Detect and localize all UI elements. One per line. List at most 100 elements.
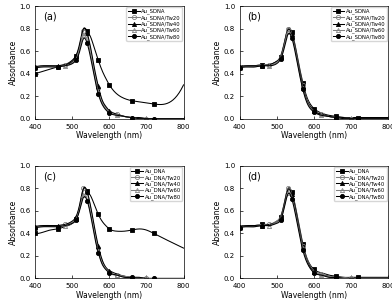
Au_SDNA/Tw20 bbox=[122, 114, 126, 118]
Au_SDNA/Tw60 bbox=[137, 117, 142, 121]
Au_DNA bbox=[287, 186, 291, 189]
Au_DNA/Tw40 bbox=[341, 277, 346, 280]
Au_SDNA/Tw60 bbox=[238, 66, 243, 70]
Au_DNA/Tw60 bbox=[122, 274, 126, 278]
Line: Au_DNA/Tw60: Au_DNA/Tw60 bbox=[35, 194, 183, 278]
Au_DNA/Tw60 bbox=[373, 277, 377, 280]
Au_DNA/Tw80 bbox=[121, 275, 126, 279]
Line: Au_DNA/Tw20: Au_DNA/Tw20 bbox=[35, 188, 183, 278]
Au_DNA/Tw40 bbox=[287, 187, 291, 191]
Au_DNA bbox=[238, 225, 243, 228]
Au_SDNA/Tw20 bbox=[386, 117, 390, 121]
Au_DNA/Tw40 bbox=[238, 225, 243, 228]
Au_DNA/Tw80 bbox=[168, 277, 173, 280]
Au_DNA/Tw80 bbox=[33, 226, 38, 230]
Au_SDNA/Tw40 bbox=[124, 115, 129, 119]
Au_SDNA bbox=[181, 83, 186, 87]
Au_SDNA/Tw80 bbox=[33, 66, 38, 70]
Legend: Au_SDNA, Au_SDNA/Tw20, Au_SDNA/Tw40, Au_SDNA/Tw60, Au_SDNA/Tw80: Au_SDNA, Au_SDNA/Tw20, Au_SDNA/Tw40, Au_… bbox=[127, 7, 182, 41]
Au_DNA/Tw20 bbox=[122, 274, 126, 278]
Au_SDNA/Tw20 bbox=[238, 65, 242, 69]
Au_SDNA/Tw20 bbox=[82, 28, 87, 32]
Au_SDNA/Tw40 bbox=[238, 65, 242, 69]
Au_SDNA/Tw20 bbox=[329, 115, 334, 119]
Au_DNA/Tw40 bbox=[181, 277, 186, 280]
Au_SDNA/Tw60 bbox=[341, 117, 346, 121]
Au_DNA/Tw80 bbox=[238, 226, 242, 230]
Au_DNA/Tw20 bbox=[33, 225, 38, 229]
Au_DNA/Tw20 bbox=[326, 274, 330, 278]
Line: Au_DNA/Tw60: Au_DNA/Tw60 bbox=[240, 192, 388, 278]
Au_SDNA bbox=[386, 116, 390, 119]
Au_SDNA/Tw80 bbox=[82, 36, 87, 40]
Au_DNA/Tw20 bbox=[121, 274, 126, 278]
Au_DNA/Tw60 bbox=[238, 226, 243, 230]
Au_DNA/Tw60 bbox=[82, 192, 87, 196]
Au_DNA/Tw80 bbox=[326, 275, 331, 279]
Au_SDNA/Tw80 bbox=[121, 114, 126, 118]
Au_DNA bbox=[82, 186, 87, 190]
Au_SDNA/Tw40 bbox=[238, 65, 243, 69]
Au_DNA/Tw80 bbox=[137, 277, 142, 280]
Au_DNA/Tw60 bbox=[386, 277, 390, 280]
Au_SDNA bbox=[33, 72, 38, 76]
Line: Au_DNA/Tw80: Au_DNA/Tw80 bbox=[35, 196, 183, 278]
Line: Au_DNA: Au_DNA bbox=[35, 188, 183, 248]
Au_SDNA/Tw40 bbox=[121, 114, 126, 118]
Au_DNA bbox=[326, 273, 330, 277]
Au_SDNA/Tw20 bbox=[287, 26, 291, 30]
Au_SDNA/Tw40 bbox=[373, 117, 377, 121]
Au_DNA/Tw80 bbox=[181, 277, 186, 280]
Au_SDNA bbox=[344, 116, 349, 119]
Au_DNA/Tw20 bbox=[181, 277, 186, 280]
Au_SDNA bbox=[124, 97, 129, 101]
Au_SDNA/Tw60 bbox=[122, 114, 126, 118]
Au_SDNA/Tw60 bbox=[168, 117, 173, 121]
Au_SDNA bbox=[158, 103, 163, 106]
Au_DNA bbox=[168, 240, 172, 244]
Au_SDNA bbox=[122, 96, 126, 100]
Au_DNA bbox=[329, 274, 334, 277]
Au_SDNA/Tw20 bbox=[326, 114, 331, 118]
Au_DNA/Tw60 bbox=[181, 277, 186, 280]
Au_SDNA/Tw60 bbox=[33, 66, 38, 70]
Y-axis label: Absorbance: Absorbance bbox=[213, 40, 222, 85]
Au_DNA/Tw20 bbox=[287, 186, 291, 190]
Line: Au_DNA/Tw40: Au_DNA/Tw40 bbox=[240, 189, 388, 278]
Au_DNA bbox=[344, 276, 349, 279]
Text: (d): (d) bbox=[247, 172, 261, 181]
Line: Au_DNA/Tw20: Au_DNA/Tw20 bbox=[240, 188, 388, 278]
Au_DNA/Tw80 bbox=[341, 277, 346, 280]
Au_SDNA/Tw40 bbox=[181, 117, 186, 121]
Au_DNA/Tw80 bbox=[238, 226, 243, 230]
Au_SDNA/Tw60 bbox=[287, 30, 291, 33]
Au_DNA/Tw40 bbox=[363, 277, 368, 280]
Au_SDNA/Tw80 bbox=[386, 117, 390, 121]
Au_SDNA bbox=[168, 100, 173, 103]
Au_DNA bbox=[33, 232, 38, 235]
Au_DNA bbox=[121, 230, 126, 233]
Line: Au_SDNA/Tw80: Au_SDNA/Tw80 bbox=[240, 33, 388, 119]
Au_SDNA bbox=[373, 116, 377, 119]
Au_DNA bbox=[373, 275, 377, 279]
Au_DNA bbox=[122, 230, 126, 233]
Au_SDNA/Tw20 bbox=[145, 117, 149, 121]
Au_SDNA/Tw40 bbox=[326, 114, 330, 118]
Au_SDNA bbox=[363, 116, 368, 119]
Au_DNA/Tw40 bbox=[82, 185, 87, 189]
Au_SDNA/Tw60 bbox=[181, 117, 186, 121]
Line: Au_DNA/Tw40: Au_DNA/Tw40 bbox=[35, 187, 183, 278]
Au_SDNA/Tw20 bbox=[124, 115, 129, 119]
Line: Au_SDNA: Au_SDNA bbox=[240, 28, 388, 118]
Au_SDNA/Tw80 bbox=[137, 117, 142, 121]
Au_DNA/Tw20 bbox=[349, 277, 354, 280]
Au_DNA/Tw60 bbox=[363, 277, 368, 280]
Au_DNA/Tw80 bbox=[386, 277, 390, 280]
Au_DNA/Tw20 bbox=[238, 225, 242, 229]
Au_DNA bbox=[386, 275, 390, 279]
Line: Au_DNA: Au_DNA bbox=[240, 188, 388, 278]
Au_DNA/Tw40 bbox=[329, 275, 334, 278]
Au_SDNA/Tw20 bbox=[238, 65, 243, 69]
Au_DNA/Tw80 bbox=[326, 275, 330, 279]
Au_DNA bbox=[326, 273, 331, 277]
